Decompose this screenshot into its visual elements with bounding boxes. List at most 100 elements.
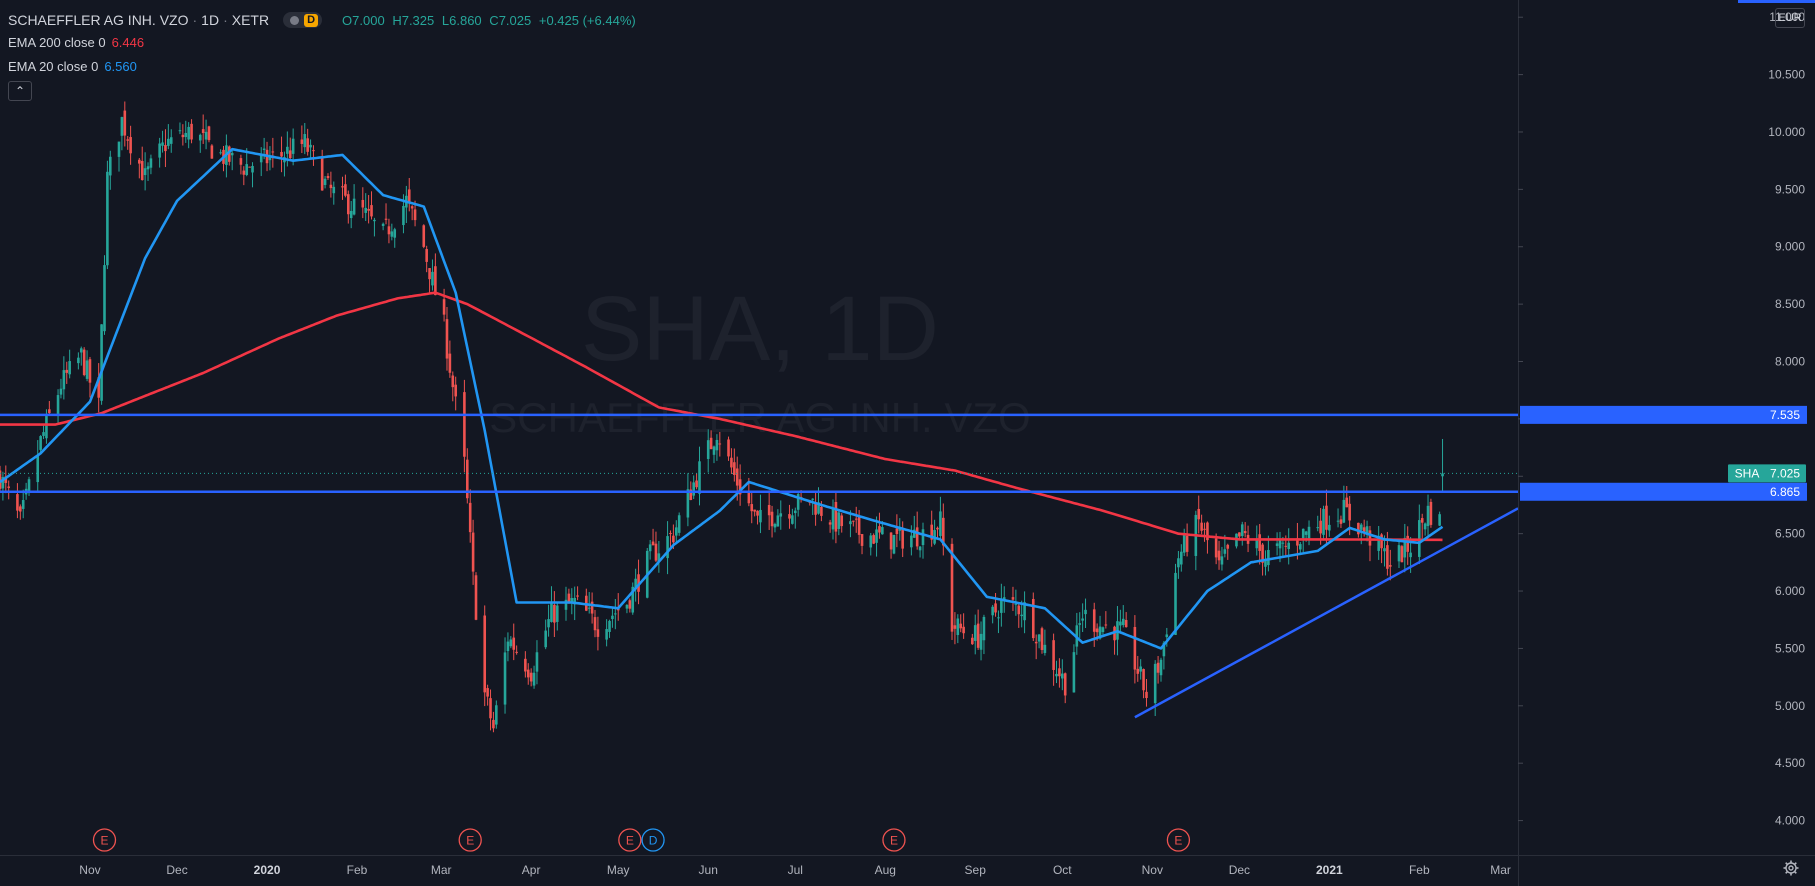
time-axis[interactable]: Nov Dec 2020 Feb Mar Apr May Jun Jul Aug Sep Oct Nov… [0,855,1815,878]
candle-body [1345,497,1349,508]
candle-body [881,527,884,535]
candle-body [1000,598,1003,613]
currency-button[interactable]: EUR [1775,8,1805,28]
candle-body [1299,544,1302,550]
candle-body [669,533,672,535]
candle-body [349,210,353,219]
candle-body [1281,542,1285,544]
candle-body [1400,546,1404,563]
candle-body [779,513,783,517]
candle-body [248,166,251,168]
candle-body [628,600,632,609]
time-tick-label: Jul [788,863,803,877]
earnings-marker[interactable] [882,828,906,852]
candle-body [184,132,188,138]
price-axis[interactable]: 4.0004.5005.0005.5006.0006.5007.0007.500… [1518,0,1807,886]
candle-body [381,223,385,226]
candle-body [1380,534,1383,549]
candle-body [1023,602,1026,621]
indicator-ema200[interactable]: EMA 200 close 0 6.446 [8,35,144,50]
earnings-marker[interactable] [618,828,642,852]
candle-body [1420,518,1424,523]
candle-body [300,139,304,144]
candle-body [286,146,289,154]
candle-body [268,156,272,161]
candle-body [1098,626,1102,639]
candle-body [312,150,315,152]
earnings-marker[interactable] [458,828,482,852]
candle-body [1052,640,1055,670]
candle-body [715,439,719,451]
candle-body [181,134,185,138]
status-pill[interactable]: D [283,12,323,28]
candle-body [428,268,431,280]
candle-body [146,166,150,170]
candle-body [547,619,550,628]
collapse-legend-button[interactable]: ⌃ [8,81,32,101]
candle-body [553,604,556,623]
candle-body [230,152,234,156]
candle-body [239,158,243,165]
candle-body [1438,514,1441,526]
candle-body [526,669,530,678]
candle-body [564,599,568,610]
candle-body [535,652,539,672]
candle-body [361,199,365,208]
candle-body [767,504,771,516]
candle-body [1165,634,1169,638]
candle-body [791,515,794,524]
candle-body [634,578,637,590]
candle-body [738,479,742,495]
candle-body [120,117,124,136]
market-status-icon [290,15,300,25]
time-tick-label: 2020 [254,863,281,877]
time-tick-label: Mar [431,863,452,877]
candle-body [912,529,916,538]
candle-body [431,271,434,286]
candle-body [7,486,11,488]
time-tick-label: Nov [1142,863,1163,877]
candle-body [167,138,170,146]
indicator-ema20[interactable]: EMA 20 close 0 6.560 [8,59,137,74]
earnings-marker[interactable] [92,828,117,852]
candle-body [1339,519,1343,524]
candle-body [1348,503,1351,521]
interval-label[interactable]: 1D [201,12,220,28]
candle-body [59,388,63,395]
candle-body [422,225,426,247]
candle-body [45,415,48,439]
candle-body [689,489,693,500]
candle-body [878,526,881,533]
candle-body [515,651,518,653]
candle-body [1014,603,1018,605]
trendline[interactable] [1134,507,1519,719]
candle-body [1388,565,1392,567]
gear-icon[interactable] [1783,860,1799,876]
candle-body [1409,552,1412,558]
symbol-name[interactable]: SCHAEFFLER AG INH. VZO [8,12,189,28]
earnings-marker[interactable] [1166,828,1191,852]
candle-body [1206,522,1209,541]
candle-body [1156,662,1160,673]
candle-body [387,226,391,235]
candle-body [442,299,446,315]
candle-body [611,615,614,620]
candle-body [169,137,173,144]
candle-body [1403,537,1407,558]
candle-body [747,492,751,504]
candle-body [910,535,913,548]
price-tick-label: 10.500 [1768,68,1805,82]
candle-body [158,143,161,158]
candle-body [483,615,487,693]
candle-body [1284,545,1288,547]
candle-body [1322,508,1325,535]
candle-body [608,620,611,632]
candle-body [1037,634,1041,642]
candle-body [410,206,414,209]
candle-body [677,515,681,533]
dividend-marker[interactable] [641,828,665,852]
drawings[interactable] [0,413,1519,719]
candle-body [828,522,832,525]
